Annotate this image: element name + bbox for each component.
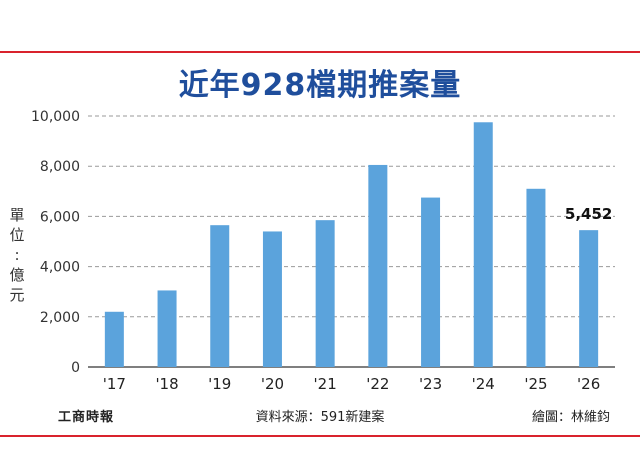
chart-title: 近年928檔期推案量 [178,68,462,103]
unit-char: 元 [9,286,25,304]
x-tick-label: '23 [419,375,442,393]
x-tick-label: '24 [472,375,495,393]
publisher-logo: 工商時報 [58,410,115,425]
data-label: 5,452 [565,205,612,223]
bar [104,311,124,367]
y-tick-label: 4,000 [40,260,80,276]
x-tick-label: '18 [155,375,178,393]
bar [526,188,546,367]
y-tick-label: 0 [71,360,80,376]
bar [579,230,599,367]
bar [421,197,441,367]
bottom-red-rule [0,435,640,437]
bar [157,290,177,367]
bar [368,164,388,367]
x-tick-label: '22 [366,375,389,393]
bar [315,220,335,367]
y-tick-label: 2,000 [40,310,80,326]
x-tick-label: '20 [261,375,284,393]
y-unit-label: 單 位 : 億 元 [6,205,28,305]
x-tick-label: '25 [524,375,547,393]
unit-char: : [14,246,20,264]
unit-char: 位 [9,226,25,244]
unit-char: 億 [9,266,25,284]
bar [473,122,493,368]
y-tick-label: 6,000 [40,209,80,225]
x-tick-label: '19 [208,375,231,393]
x-tick-label: '21 [314,375,337,393]
bar [262,231,282,367]
y-tick-label: 8,000 [40,159,80,175]
x-tick-label: '26 [577,375,600,393]
credit-note: 繪圖：林維鈞 [531,410,610,425]
top-red-rule [0,51,640,53]
unit-char: 單 [9,206,25,224]
x-tick-label: '17 [103,375,126,393]
bar [210,225,230,367]
y-tick-label: 10,000 [31,109,80,125]
source-note: 資料來源：591新建案 [255,410,385,425]
